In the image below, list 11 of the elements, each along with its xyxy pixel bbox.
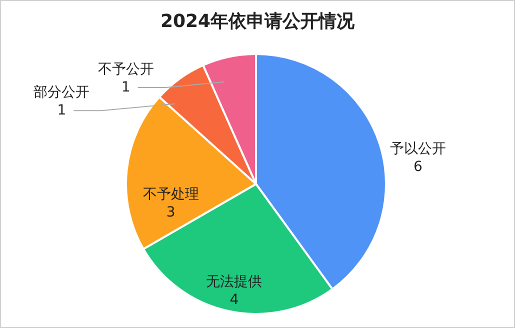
slice-label: 部分公开: [34, 84, 90, 101]
data-label: 1: [121, 79, 130, 96]
data-label: 1: [57, 102, 66, 119]
data-label: 4: [230, 292, 239, 308]
slice-label: 予以公开: [390, 140, 446, 157]
data-label: 6: [413, 158, 422, 175]
slice-label: 不予公开: [98, 61, 154, 78]
data-label: 3: [166, 204, 176, 221]
slice-label: 不予处理: [142, 186, 199, 203]
chart-title: 2024年依申请公开情况: [159, 10, 356, 33]
slice-label: 无法提供: [206, 274, 262, 290]
